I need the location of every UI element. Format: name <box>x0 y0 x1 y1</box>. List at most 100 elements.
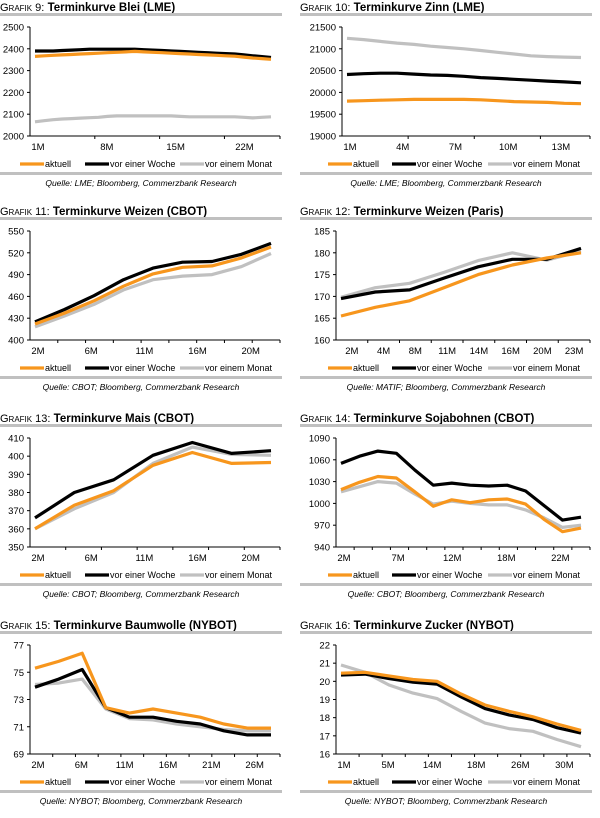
x-tick-label: 6M <box>75 760 88 771</box>
y-tick-label: 18 <box>319 713 330 724</box>
x-tick-label: 11M <box>438 346 456 357</box>
legend-label: vor einem Monat <box>205 363 273 373</box>
y-tick-label: 1090 <box>309 434 330 445</box>
x-tick-label: 5M <box>381 760 394 771</box>
footer-divider <box>300 583 592 586</box>
y-tick-label: 20500 <box>310 66 336 77</box>
legend-item-aktuell: aktuell <box>20 570 71 580</box>
y-tick-label: 1060 <box>309 455 330 466</box>
x-tick-label: 26M <box>511 760 530 771</box>
y-tick-label: 73 <box>13 695 24 706</box>
x-tick-label: 22M <box>235 142 254 153</box>
y-tick-label: 17 <box>319 731 330 742</box>
y-tick-label: 20000 <box>310 88 336 99</box>
x-tick-label: 12M <box>443 553 462 564</box>
legend-item-woche: vor einer Woche <box>85 570 175 580</box>
legend-item-monat: vor einem Monat <box>488 363 581 373</box>
series-line-monat <box>35 679 271 731</box>
y-tick-label: 400 <box>8 336 24 347</box>
legend-label: vor einem Monat <box>205 159 273 169</box>
y-tick-label: 21500 <box>310 23 336 34</box>
footer-divider <box>0 172 282 175</box>
x-tick-label: 8M <box>409 346 422 357</box>
legend-label: aktuell <box>353 159 379 169</box>
legend-label: vor einem Monat <box>513 363 581 373</box>
x-tick-label: 16M <box>188 553 207 564</box>
footer-divider <box>300 172 592 175</box>
y-tick-label: 520 <box>8 248 24 259</box>
chart-panel-g12: Grafik 12: Terminkurve Weizen (Paris)160… <box>300 204 600 404</box>
legend-label: aktuell <box>353 363 379 373</box>
x-tick-label: 21M <box>202 760 221 771</box>
y-tick-label: 20 <box>319 677 330 688</box>
legend-label: vor einer Woche <box>110 363 175 373</box>
x-tick-label: 26M <box>245 760 264 771</box>
legend-label: vor einer Woche <box>110 570 175 580</box>
x-tick-label: 15M <box>166 142 185 153</box>
x-tick-label: 20M <box>533 346 552 357</box>
footer-divider <box>0 790 282 793</box>
legend-item-monat: vor einem Monat <box>180 159 273 169</box>
y-tick-label: 21000 <box>310 44 336 55</box>
title-divider <box>0 217 282 220</box>
legend-label: aktuell <box>353 777 379 787</box>
x-tick-label: 20M <box>241 346 260 357</box>
x-tick-label: 18M <box>467 760 486 771</box>
y-tick-label: 410 <box>8 434 24 445</box>
y-tick-label: 16 <box>319 750 330 761</box>
x-tick-label: 4M <box>377 346 390 357</box>
x-tick-label: 16M <box>188 346 207 357</box>
y-tick-label: 360 <box>8 524 24 535</box>
footer-divider <box>300 376 592 379</box>
x-tick-label: 18M <box>497 553 516 564</box>
chart-source: Quelle: LME; Bloomberg, Commerzbank Rese… <box>0 178 282 188</box>
chart-source: Quelle: CBOT; Bloomberg, Commerzbank Res… <box>300 589 592 599</box>
y-tick-label: 2400 <box>3 44 24 55</box>
y-tick-label: 2000 <box>3 132 24 143</box>
chart-panel-g14: Grafik 14: Terminkurve Sojabohnen (CBOT)… <box>300 411 600 611</box>
legend-item-aktuell: aktuell <box>328 159 379 169</box>
x-tick-label: 6M <box>85 553 98 564</box>
y-tick-label: 22 <box>319 641 330 652</box>
x-tick-label: 7M <box>449 142 462 153</box>
legend-item-aktuell: aktuell <box>328 570 379 580</box>
title-divider <box>300 217 592 220</box>
y-tick-label: 940 <box>314 543 330 554</box>
series-line-monat <box>35 447 271 529</box>
legend-label: vor einer Woche <box>110 777 175 787</box>
y-tick-label: 160 <box>314 336 330 347</box>
y-tick-label: 970 <box>314 521 330 532</box>
series-line-aktuell <box>347 99 581 103</box>
x-tick-label: 1M <box>343 142 356 153</box>
y-tick-label: 1000 <box>309 499 330 510</box>
y-tick-label: 19500 <box>310 110 336 121</box>
title-divider <box>0 13 282 16</box>
title-divider <box>0 424 282 427</box>
title-divider <box>300 424 592 427</box>
y-tick-label: 430 <box>8 314 24 325</box>
x-tick-label: 11M <box>135 553 153 564</box>
x-tick-label: 2M <box>31 760 44 771</box>
chart-source: Quelle: MATIF; Bloomberg, Commerzbank Re… <box>300 382 592 392</box>
x-tick-label: 14M <box>423 760 442 771</box>
legend-label: vor einem Monat <box>513 159 581 169</box>
chart-source: Quelle: CBOT; Bloomberg, Commerzbank Res… <box>0 589 282 599</box>
x-tick-label: 23M <box>565 346 584 357</box>
legend-label: aktuell <box>45 159 71 169</box>
y-tick-label: 69 <box>13 750 24 761</box>
y-tick-label: 71 <box>13 722 24 733</box>
x-tick-label: 2M <box>337 553 350 564</box>
x-tick-label: 13M <box>552 142 571 153</box>
x-tick-label: 2M <box>345 346 358 357</box>
y-tick-label: 2500 <box>3 23 24 34</box>
legend-label: aktuell <box>45 570 71 580</box>
